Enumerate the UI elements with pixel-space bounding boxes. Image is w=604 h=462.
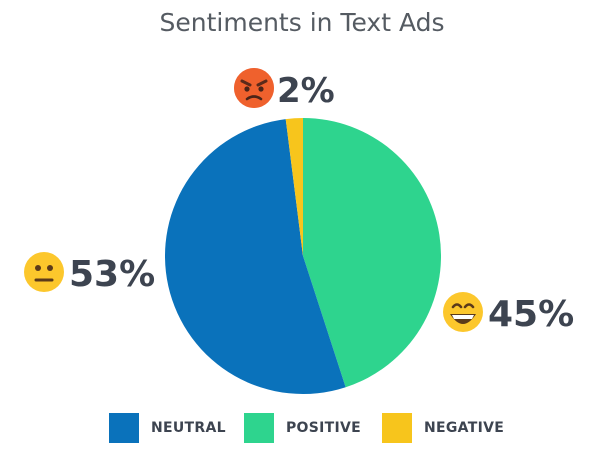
positive-percent-label: 45% [488,294,574,335]
legend-label-neutral: NEUTRAL [151,420,226,436]
neutral-percent-label: 53% [69,254,155,295]
legend-item-neutral: NEUTRAL [109,413,226,443]
legend-swatch-negative [382,413,412,443]
legend-label-negative: NEGATIVE [424,420,505,436]
legend-item-negative: NEGATIVE [382,413,504,443]
chart-title: Sentiments in Text Ads [159,8,445,37]
pie-slice-negative [285,118,303,256]
pie-slices [165,118,441,394]
legend-item-positive: POSITIVE [244,413,361,443]
legend-label-positive: POSITIVE [286,420,362,436]
grinning-face-icon [443,292,483,332]
pie-slice-positive [303,118,441,388]
pie-slice-neutral [165,119,346,394]
neutral-face-icon [24,252,64,292]
legend-swatch-neutral [109,413,139,443]
legend: NEUTRAL POSITIVE NEGATIVE [0,413,604,453]
angry-face-icon [234,68,274,108]
legend-swatch-positive [244,413,274,443]
negative-percent-label: 2% [277,71,335,111]
